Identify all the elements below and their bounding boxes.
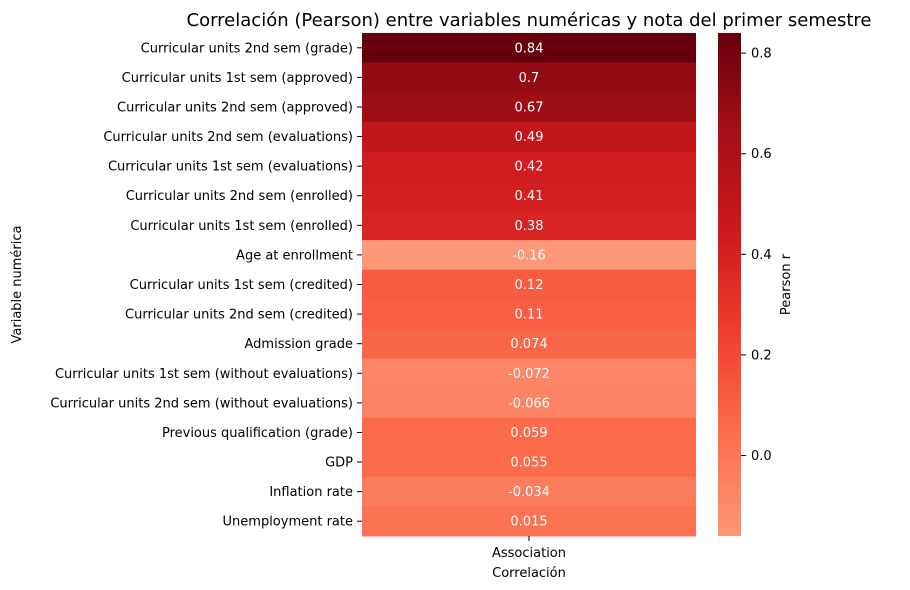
heatmap-cell: [362, 269, 696, 300]
heatmap-cell: [362, 33, 696, 64]
cell-value-label: 0.41: [515, 189, 544, 204]
row-label: Curricular units 2nd sem (evaluations): [103, 130, 353, 145]
y-axis-title: Variable numérica: [10, 226, 25, 344]
colorbar-tick-label: 0.6: [751, 147, 772, 162]
row-label: Curricular units 2nd sem (enrolled): [126, 189, 353, 204]
chart-title: Correlación (Pearson) entre variables nu…: [187, 10, 872, 31]
row-labels: Curricular units 2nd sem (grade) Curricul…: [50, 41, 362, 530]
colorbar-gradient: [718, 33, 741, 536]
cell-value-label: -0.034: [508, 485, 550, 500]
heatmap-cell: [362, 417, 696, 448]
x-axis-title: Correlación: [492, 566, 566, 581]
heatmap-cell: [362, 92, 696, 123]
row-label: Previous qualification (grade): [162, 426, 353, 441]
x-tick-label: Association: [492, 546, 566, 561]
heatmap-cell: [362, 62, 696, 93]
heatmap-cell: [362, 180, 696, 212]
heatmap-cell: [362, 476, 696, 507]
row-label: Curricular units 1st sem (enrolled): [130, 219, 353, 234]
heatmap-cell: [362, 506, 696, 537]
row-label: Inflation rate: [269, 485, 353, 500]
heatmap-cell: [362, 121, 696, 152]
colorbar-label: Pearson r: [779, 253, 794, 315]
cell-value-label: -0.072: [508, 367, 550, 382]
cell-value-label: -0.066: [508, 396, 550, 411]
heatmap-cell: [362, 240, 696, 271]
x-axis: Association Correlación: [492, 536, 566, 581]
heatmap-cell: [362, 388, 696, 419]
cell-value-label: 0.49: [515, 130, 544, 145]
row-label: Curricular units 1st sem (credited): [130, 278, 353, 293]
cell-value-label: 0.059: [510, 426, 547, 441]
row-label: Curricular units 1st sem (without evalua…: [55, 367, 353, 382]
colorbar-tick-label: 0.4: [751, 248, 772, 263]
cell-value-label: -0.16: [512, 248, 546, 263]
cell-value-label: 0.015: [510, 515, 547, 530]
row-label: Curricular units 2nd sem (without evalua…: [50, 396, 353, 411]
cell-value-label: 0.67: [515, 100, 544, 115]
colorbar-tick-label: 0.2: [751, 348, 772, 363]
heatmap-cell: [362, 151, 696, 182]
colorbar-ticks: 0.8 0.6 0.4 0.2 0.0: [741, 47, 772, 464]
row-label: Curricular units 1st sem (approved): [122, 71, 353, 86]
row-label: Admission grade: [245, 337, 354, 352]
cell-value-label: 0.7: [519, 71, 540, 86]
row-label: Age at enrollment: [236, 248, 353, 263]
cell-value-label: 0.055: [510, 456, 547, 471]
cell-value-label: 0.38: [515, 219, 544, 234]
cell-value-label: 0.42: [515, 160, 544, 175]
colorbar-tick-label: 0.0: [751, 449, 772, 464]
cell-value-label: 0.074: [510, 337, 547, 352]
cell-value-label: 0.84: [515, 41, 544, 56]
heatmap-cell: [362, 447, 696, 478]
row-label: GDP: [325, 456, 353, 471]
heatmap-cell: [362, 299, 696, 330]
row-label: Unemployment rate: [223, 515, 353, 530]
heatmap-cells: 0.84 0.7 0.67 0.49 0.42 0.41 0.38 -0.16 0.12 0.11…: [362, 33, 696, 537]
row-label: Curricular units 2nd sem (approved): [117, 100, 353, 115]
row-label: Curricular units 2nd sem (grade): [141, 41, 353, 56]
cell-value-label: 0.12: [515, 278, 544, 293]
heatmap-cell: [362, 358, 696, 389]
cell-value-label: 0.11: [515, 308, 544, 323]
row-label: Curricular units 1st sem (evaluations): [108, 160, 353, 175]
heatmap-cell: [362, 210, 696, 241]
colorbar: 0.8 0.6 0.4 0.2 0.0 Pearson r: [718, 33, 794, 536]
row-label: Curricular units 2nd sem (credited): [125, 308, 353, 323]
colorbar-tick-label: 0.8: [751, 47, 772, 62]
heatmap-cell: [362, 328, 696, 359]
